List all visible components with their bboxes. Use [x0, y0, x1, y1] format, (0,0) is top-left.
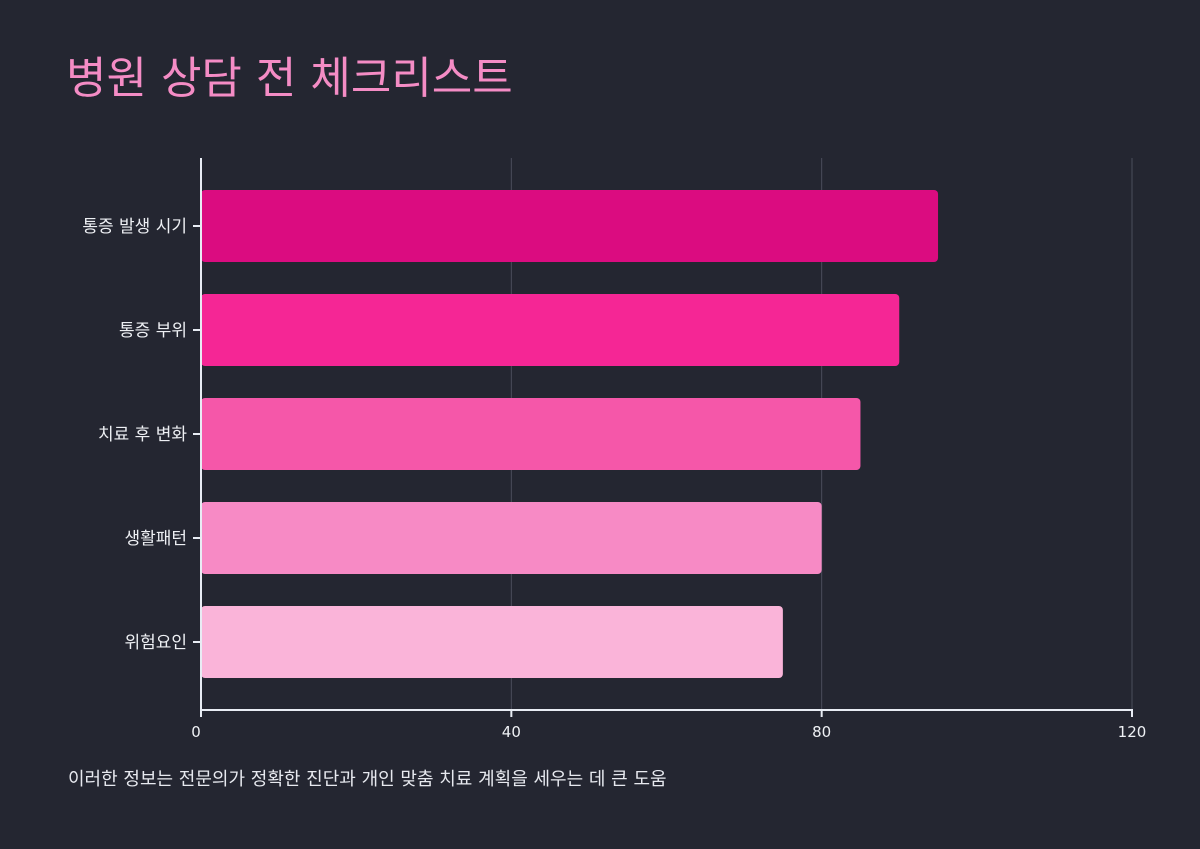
x-tick-labels: 0 40 80 120 [191, 723, 1146, 741]
chart-title: 병원 상담 전 체크리스트 [66, 53, 513, 104]
y-tick-label: 생활패턴 [124, 529, 187, 549]
bar [201, 294, 900, 366]
y-tick-label: 치료 후 변화 [98, 425, 187, 445]
axes [193, 158, 1133, 717]
y-tick-label: 통증 부위 [119, 321, 187, 341]
bars [201, 190, 939, 678]
x-tick-label: 40 [502, 723, 521, 741]
footnote: 이러한 정보는 전문의가 정확한 진단과 개인 맞춤 치료 계획을 세우는 데 … [68, 769, 667, 790]
x-tick-label: 120 [1118, 723, 1147, 741]
x-tick-label: 0 [191, 723, 201, 741]
y-tick-label: 위험요인 [124, 633, 187, 653]
y-tick-label: 통증 발생 시기 [82, 217, 187, 237]
x-tick-label: 80 [812, 723, 831, 741]
bar [201, 502, 822, 574]
bar [201, 606, 783, 678]
bar [201, 398, 861, 470]
bar [201, 190, 939, 262]
